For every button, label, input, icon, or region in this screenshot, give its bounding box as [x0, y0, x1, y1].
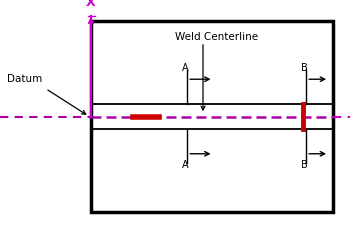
Text: B: B [301, 160, 308, 170]
Text: Weld Centerline: Weld Centerline [175, 32, 258, 42]
Text: X: X [86, 0, 96, 9]
Bar [91, 21, 332, 212]
Text: B: B [301, 63, 308, 73]
Text: A: A [182, 63, 189, 73]
Text: Datum: Datum [7, 74, 42, 84]
Text: A: A [182, 160, 189, 170]
